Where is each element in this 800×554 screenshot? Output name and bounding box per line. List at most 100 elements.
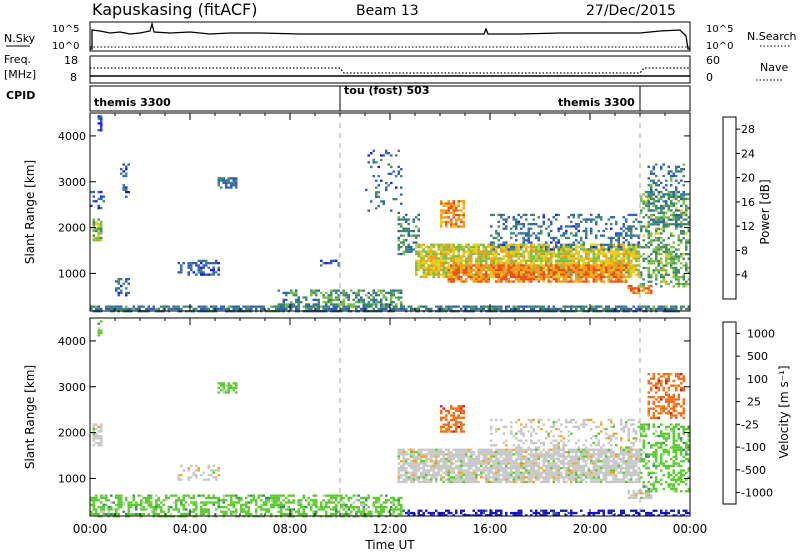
echo-cell [442, 243, 445, 246]
echo-cell [625, 248, 628, 251]
echo-cell [670, 202, 673, 205]
echo-cell [577, 268, 580, 272]
echo-cell [442, 245, 445, 249]
echo-cell [455, 448, 458, 451]
echo-cell [670, 213, 673, 217]
echo-cell [380, 508, 383, 511]
echo-cell [625, 268, 628, 272]
echo-cell [222, 501, 225, 504]
echo-cell [210, 262, 213, 265]
echo-cell [97, 322, 100, 325]
echo-cell [582, 259, 585, 262]
echo-cell [440, 252, 443, 256]
echo-cell [630, 264, 633, 267]
region-11 [397, 213, 420, 256]
echo-cell [627, 262, 630, 265]
echo-cell [450, 250, 453, 253]
beam-label: Beam 13 [356, 3, 419, 19]
echo-cell [385, 307, 388, 311]
echo-cell [425, 471, 428, 474]
echo-cell [135, 512, 138, 516]
echo-cell [570, 248, 573, 251]
echo-cell [537, 236, 540, 240]
echo-cell [625, 252, 628, 256]
station-title: Kapuskasing (fitACF) [92, 0, 257, 19]
echo-cell [590, 305, 593, 308]
echo-cell [505, 305, 508, 308]
echo-cell [512, 246, 515, 249]
echo-cell [337, 264, 340, 267]
echo-cell [460, 218, 463, 221]
echo-cell [662, 204, 665, 207]
echo-cell [222, 499, 225, 502]
echo-cell [115, 307, 118, 311]
echo-cell [665, 305, 668, 308]
echo-cell [367, 209, 370, 212]
echo-cell [557, 241, 560, 244]
echo-cell [647, 262, 650, 265]
echo-cell [400, 453, 403, 456]
echo-cell [555, 268, 558, 272]
region-4 [120, 163, 130, 198]
echo-cell [652, 200, 655, 203]
echo-cell [467, 273, 470, 276]
echo-cell [220, 179, 223, 182]
echo-cell [672, 211, 675, 214]
echo-cell [202, 305, 205, 308]
echo-cell [375, 294, 378, 297]
echo-cell [312, 494, 315, 497]
echo-cell [460, 209, 463, 212]
echo-cell [475, 273, 478, 276]
echo-cell [422, 255, 425, 258]
echo-cell [642, 278, 645, 281]
echo-cell [570, 273, 573, 276]
echo-cell [400, 467, 403, 470]
echo-cell [435, 255, 438, 258]
echo-cell [425, 457, 428, 461]
echo-cell [392, 496, 395, 500]
echo-cell [597, 305, 600, 308]
echo-cell [567, 273, 570, 276]
echo-cell [287, 499, 290, 502]
echo-cell [310, 499, 313, 502]
echo-cell [462, 259, 465, 262]
echo-cell [457, 252, 460, 256]
echo-cell [312, 303, 315, 306]
echo-cell [445, 471, 448, 474]
echo-cell [442, 252, 445, 256]
echo-cell [647, 289, 650, 292]
echo-cell [167, 508, 170, 511]
echo-cell [457, 213, 460, 217]
echo-cell [457, 200, 460, 203]
echo-cell [452, 257, 455, 260]
echo-cell [515, 278, 518, 281]
echo-cell [615, 239, 618, 242]
echo-cell [552, 216, 555, 219]
echo-cell [522, 264, 525, 267]
echo-cell [412, 480, 415, 484]
colorbar-tick-label: 20 [741, 172, 755, 185]
echo-cell [575, 243, 578, 246]
echo-cell [280, 501, 283, 504]
echo-cell [515, 271, 518, 274]
echo-cell [200, 273, 203, 276]
echo-cell [437, 448, 440, 451]
echo-cell [280, 506, 283, 509]
echo-cell [680, 253, 683, 256]
echo-cell [380, 298, 383, 301]
echo-cell [292, 294, 295, 297]
echo-cell [197, 305, 200, 308]
echo-cell [547, 250, 550, 253]
echo-cell [612, 266, 615, 269]
echo-cell [452, 245, 455, 249]
echo-cell [417, 469, 420, 472]
echo-cell [230, 184, 233, 187]
echo-cell [582, 305, 585, 308]
echo-cell [482, 266, 485, 269]
echo-cell [137, 305, 140, 308]
echo-cell [137, 512, 140, 516]
echo-cell [512, 271, 515, 274]
echo-cell [557, 227, 560, 230]
echo-cell [647, 273, 650, 276]
echo-cell [527, 259, 530, 262]
